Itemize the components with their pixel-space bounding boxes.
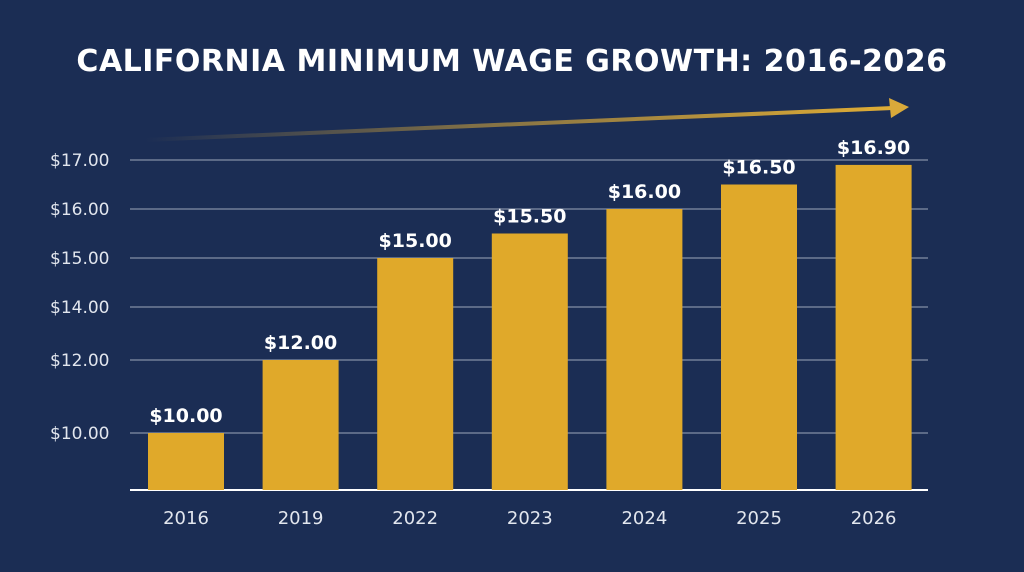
chart-title: CALIFORNIA MINIMUM WAGE GROWTH: 2016-202… (76, 44, 948, 79)
data-label: $16.50 (722, 157, 795, 179)
bar-2026 (835, 164, 912, 490)
data-label: $15.00 (379, 230, 452, 252)
y-tick-label: $10.00 (50, 424, 109, 444)
x-tick-label: 2026 (851, 508, 897, 529)
y-tick-label: $15.00 (50, 249, 109, 269)
bar-2022 (377, 258, 454, 490)
x-tick-label: 2023 (507, 508, 553, 529)
bar-2025 (721, 184, 797, 490)
bar-2019 (262, 360, 339, 490)
data-label: $10.00 (149, 405, 222, 427)
y-tick-label: $17.00 (50, 151, 109, 171)
bar-2023 (491, 233, 568, 490)
x-tick-label: 2022 (392, 508, 438, 529)
y-tick-label: $16.00 (50, 200, 109, 220)
x-tick-label: 2025 (736, 508, 782, 529)
data-label: $16.00 (608, 181, 681, 203)
bar-2024 (606, 209, 683, 490)
x-tick-label: 2019 (278, 508, 324, 529)
x-tick-label: 2024 (621, 508, 667, 529)
data-label: $15.50 (493, 206, 566, 228)
y-tick-label: $14.00 (50, 298, 109, 318)
data-label: $16.90 (837, 137, 910, 159)
y-tick-label: $12.00 (50, 351, 109, 371)
x-tick-label: 2016 (163, 508, 209, 529)
trend-arrow-line (144, 106, 894, 142)
data-label: $12.00 (264, 332, 337, 354)
bar-2016 (148, 433, 224, 490)
trend-arrow-head (889, 98, 909, 118)
